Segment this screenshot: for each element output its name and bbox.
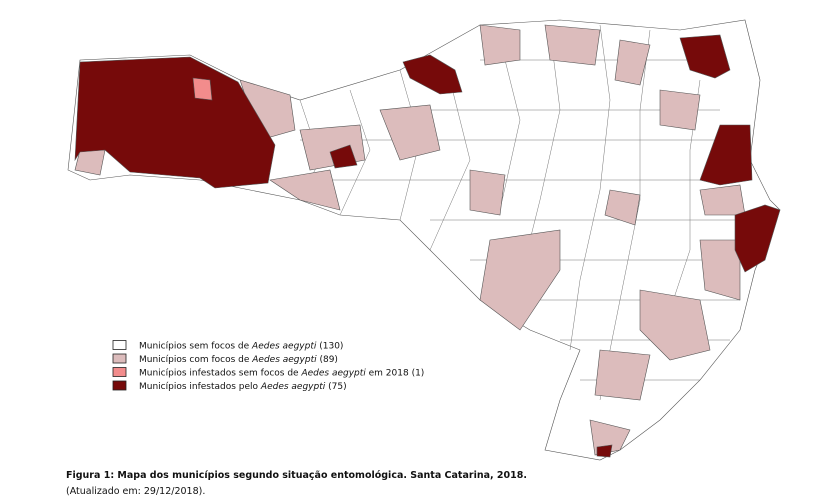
legend-swatch xyxy=(112,340,127,350)
infested-municipalities xyxy=(74,34,781,458)
legend: Municípios sem focos de Aedes aegypti (1… xyxy=(112,340,424,392)
caption-updated: (Atualizado em: 29/12/2018). xyxy=(66,486,205,497)
legend-species: Aedes aegypti xyxy=(251,355,317,365)
legend-species: Aedes aegypti xyxy=(251,342,317,352)
legend-species: Aedes aegypti xyxy=(260,382,326,392)
legend-count: (75) xyxy=(325,382,346,392)
legend-count: em 2018 (1) xyxy=(366,369,425,379)
legend-text: Municípios infestados pelo xyxy=(139,382,261,392)
legend-count: (89) xyxy=(317,355,338,365)
legend-label: Municípios infestados sem focos de Aedes… xyxy=(139,369,424,379)
focus-municipalities xyxy=(74,24,746,456)
legend-label: Municípios infestados pelo Aedes aegypti… xyxy=(139,382,347,392)
legend-swatch xyxy=(112,353,127,364)
caption-title: Figura 1: Mapa dos municípios segundo si… xyxy=(66,470,527,481)
legend-text: Municípios com focos de xyxy=(139,355,252,365)
legend-swatch xyxy=(112,367,127,377)
legend-swatch xyxy=(112,380,127,391)
legend-label: Municípios com focos de Aedes aegypti (8… xyxy=(139,355,338,365)
legend-text: Municípios sem focos de xyxy=(139,342,252,352)
map xyxy=(67,19,781,461)
legend-label: Municípios sem focos de Aedes aegypti (1… xyxy=(139,342,343,352)
infested-no-focus-municipality xyxy=(192,77,213,101)
legend-species: Aedes aegypti xyxy=(300,369,366,379)
legend-count: (130) xyxy=(316,342,343,352)
legend-text: Municípios infestados sem focos de xyxy=(139,369,301,379)
